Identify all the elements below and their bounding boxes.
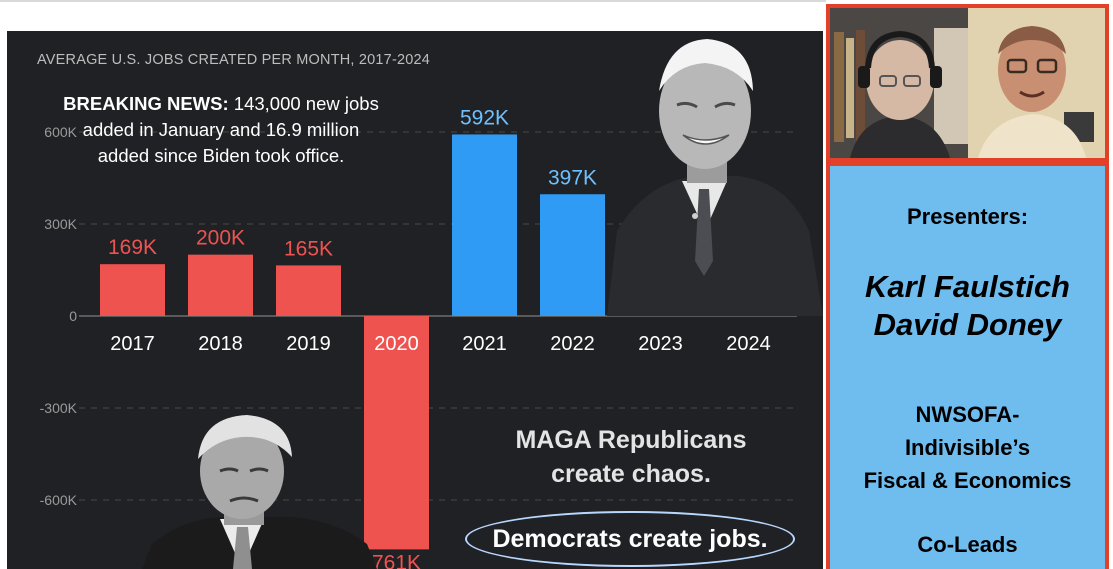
y-tick-label: 300K — [44, 216, 77, 232]
x-tick-label: 2022 — [550, 333, 595, 355]
y-tick-label: -600K — [40, 492, 78, 508]
x-tick-label: 2019 — [286, 333, 331, 355]
breaking-news-heading: BREAKING NEWS: — [63, 93, 229, 114]
maga-caption: MAGA Republicans create chaos. — [515, 426, 747, 488]
x-tick-label: 2017 — [110, 333, 155, 355]
bar-2017 — [100, 264, 165, 316]
breaking-news-text: BREAKING NEWS: 143,000 new jobs added in… — [61, 91, 381, 169]
org-line-2: Indivisible’s — [904, 435, 1031, 460]
bar-2020 — [364, 316, 429, 550]
data-label-2019: 165K — [284, 237, 333, 260]
org-line-3: Fiscal & Economics — [863, 468, 1072, 493]
presenter-name-2: David Doney — [873, 307, 1062, 342]
trump-photo — [142, 415, 377, 569]
x-tick-label: 2018 — [198, 333, 243, 355]
participant-2-video — [968, 8, 1105, 158]
bar-2019 — [276, 265, 341, 316]
bar-2022 — [540, 194, 605, 316]
video-call-panel[interactable] — [826, 4, 1109, 162]
y-tick-label: 0 — [69, 308, 77, 324]
presentation-slide: 600K 300K 0 -300K -600K 2017 169K 2018 200K 2019 1… — [7, 31, 823, 569]
video-tile-participant-2[interactable] — [968, 8, 1105, 158]
data-label-2017: 169K — [108, 236, 157, 259]
x-tick-label: 2020 — [374, 333, 419, 355]
chart-title: AVERAGE U.S. JOBS CREATED PER MONTH, 201… — [37, 52, 431, 68]
presenters-card: Presenters: Karl Faulstich David Doney N… — [826, 162, 1109, 569]
data-label-2018: 200K — [196, 227, 245, 250]
video-tile-participant-1[interactable] — [830, 8, 968, 158]
presenter-organization: NWSOFA- Indivisible’s Fiscal & Economics — [830, 398, 1105, 497]
data-label-2021: 592K — [460, 106, 509, 129]
org-line-1: NWSOFA- — [915, 402, 1020, 427]
bar-2021 — [452, 134, 517, 316]
y-tick-label: 600K — [44, 124, 77, 140]
presenters-heading: Presenters: — [906, 204, 1029, 229]
presenter-names: Karl Faulstich David Doney — [830, 268, 1105, 344]
presenter-role: Co-Leads — [917, 532, 1018, 557]
x-tick-label: 2024 — [726, 333, 771, 355]
x-tick-label: 2023 — [638, 333, 683, 355]
participant-1-video — [830, 8, 968, 158]
breaking-news-body: 143,000 new jobs added in January and 16… — [82, 93, 379, 166]
presenter-name-1: Karl Faulstich — [865, 269, 1070, 304]
slide-top-border — [0, 0, 826, 2]
biden-photo — [607, 39, 823, 316]
chart-labels: 600K 300K 0 -300K -600K 2017 169K 2018 200K 2019 1… — [40, 106, 773, 569]
data-label-2020: 761K — [372, 551, 421, 569]
x-tick-label: 2021 — [462, 333, 507, 355]
democrats-caption: Democrats create jobs. — [492, 525, 768, 553]
democrats-caption-ellipse: Democrats create jobs. — [465, 511, 795, 567]
data-label-2022: 397K — [548, 166, 597, 189]
y-tick-label: -300K — [40, 400, 78, 416]
bar-2018 — [188, 254, 253, 316]
